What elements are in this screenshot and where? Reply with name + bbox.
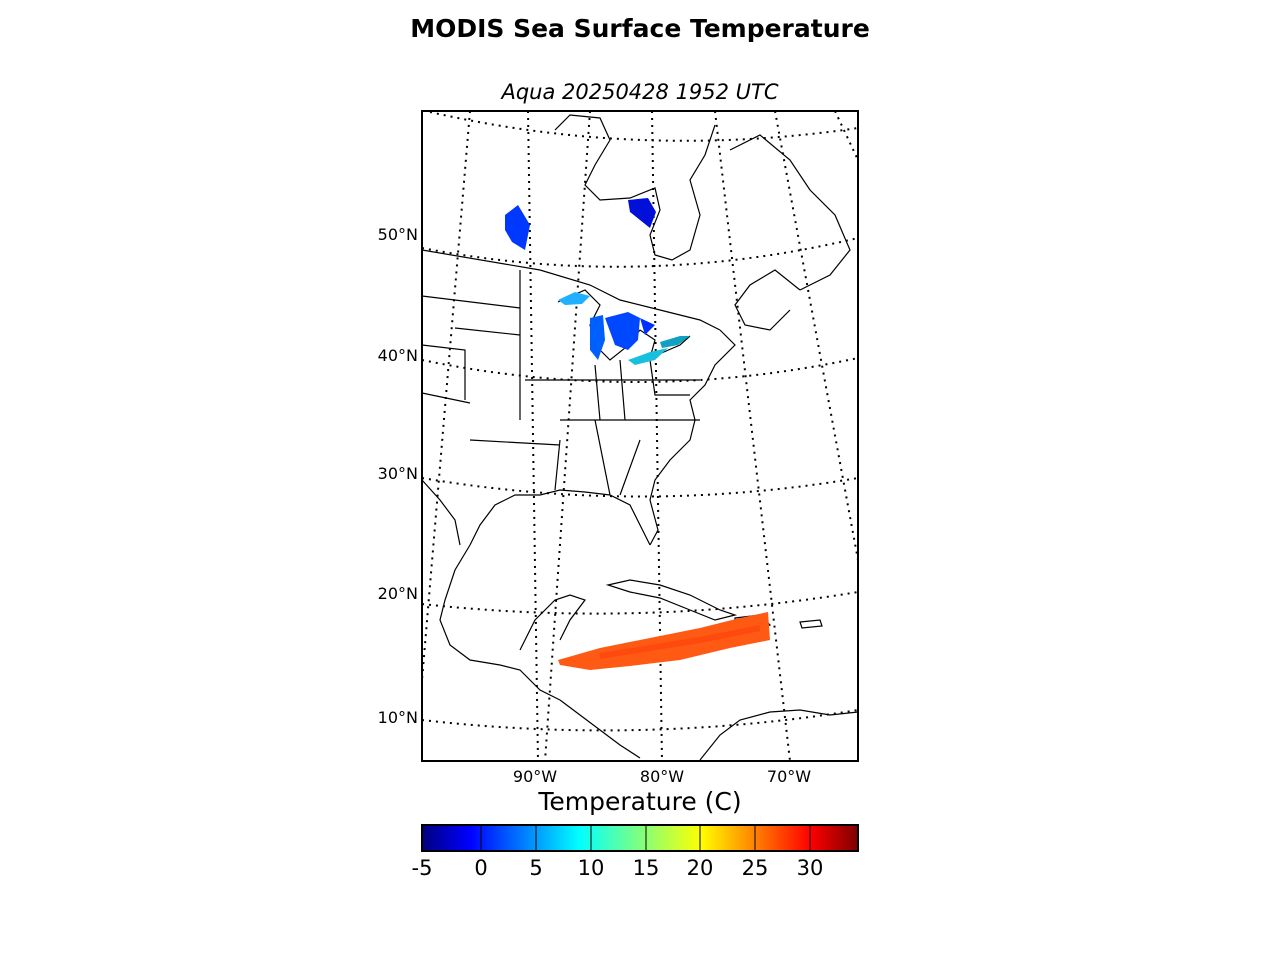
colorbar-tick-label: 0 bbox=[474, 856, 488, 880]
lon-label-80w: 80°W bbox=[639, 767, 685, 786]
lat-label-30n: 30°N bbox=[377, 464, 418, 483]
map-title: MODIS Sea Surface Temperature bbox=[410, 14, 870, 43]
colorbar-title: Temperature (C) bbox=[538, 787, 742, 816]
colorbar-tick-label: -5 bbox=[411, 856, 433, 880]
lon-label-70w: 70°W bbox=[766, 767, 812, 786]
colorbar-tick-label: 10 bbox=[577, 856, 605, 880]
map-frame bbox=[421, 110, 859, 762]
coastlines bbox=[422, 114, 858, 761]
colorbar bbox=[421, 824, 859, 852]
lon-label-90w: 90°W bbox=[512, 767, 558, 786]
map-subtitle: Aqua 20250428 1952 UTC bbox=[501, 80, 779, 104]
colorbar-tick-label: 15 bbox=[632, 856, 660, 880]
colorbar-tick-label: 30 bbox=[796, 856, 824, 880]
colorbar-tick-marks bbox=[480, 825, 811, 851]
lat-label-50n: 50°N bbox=[377, 225, 418, 244]
lat-label-10n: 10°N bbox=[377, 708, 418, 727]
map-area bbox=[422, 111, 858, 761]
lake-temperature-data bbox=[505, 198, 690, 365]
colorbar-tick-label: 5 bbox=[529, 856, 543, 880]
lat-label-20n: 20°N bbox=[377, 584, 418, 603]
latitude-lines bbox=[422, 111, 858, 732]
colorbar-tick-label: 25 bbox=[741, 856, 769, 880]
lat-label-40n: 40°N bbox=[377, 346, 418, 365]
colorbar-tick-label: 20 bbox=[686, 856, 714, 880]
